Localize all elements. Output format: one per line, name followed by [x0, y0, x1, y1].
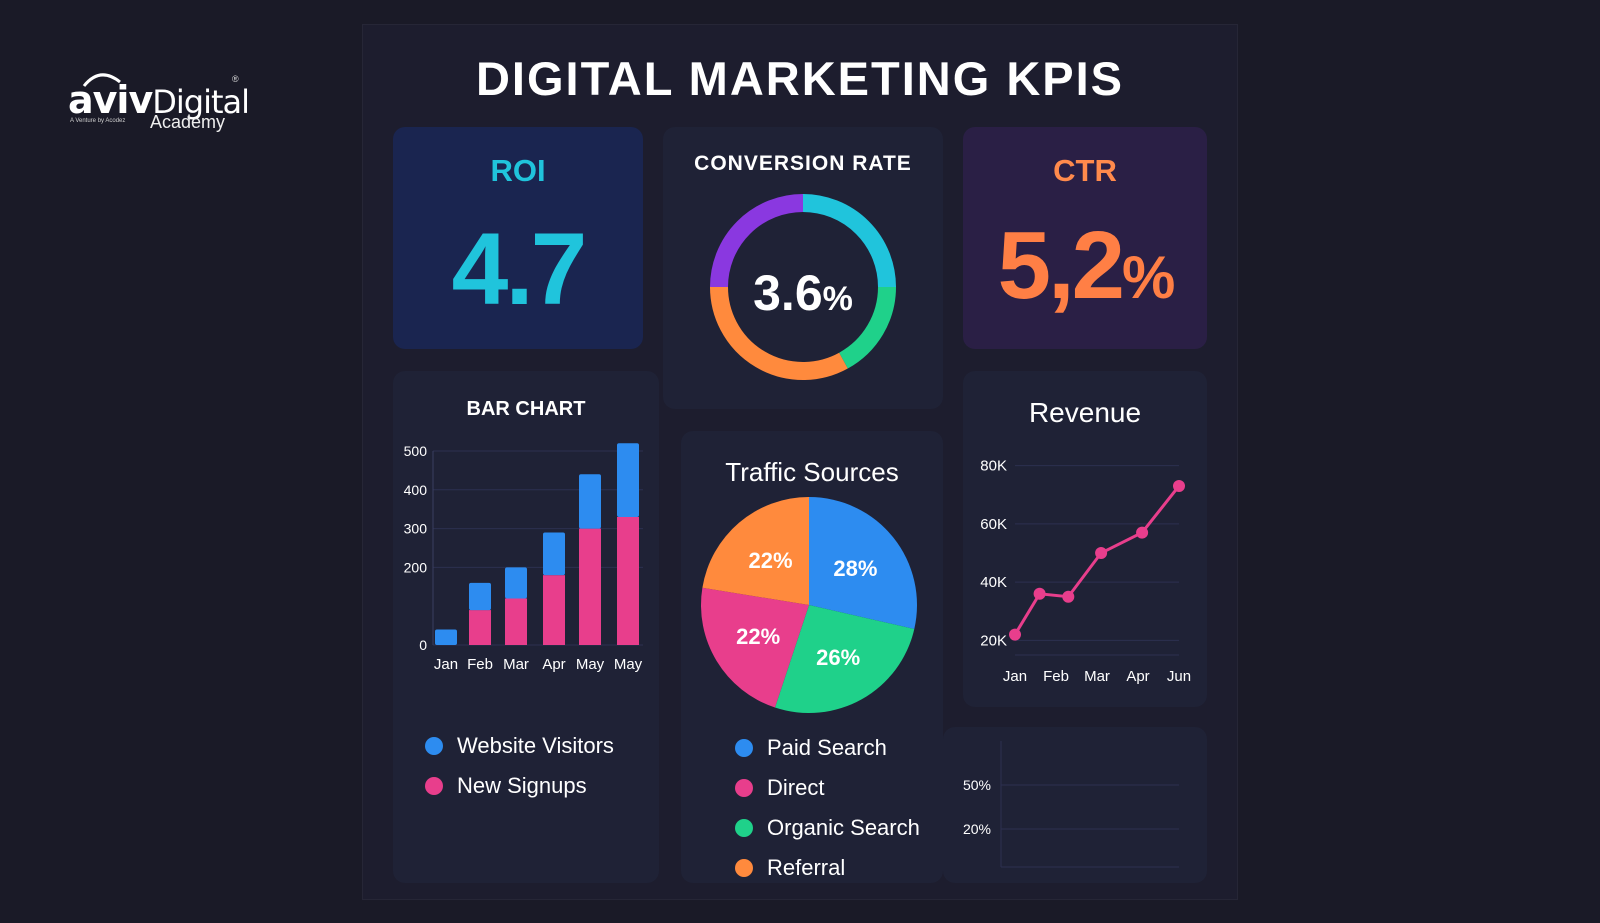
y-tick-label: 40K [980, 574, 1007, 591]
x-tick-label: Feb [1043, 668, 1069, 685]
ctr-label: CTR [1053, 153, 1117, 188]
y-tick-label: 20% [963, 821, 991, 837]
legend-item-direct: Direct [735, 775, 920, 801]
pie-slice-paid-search [809, 497, 917, 630]
bar-website-visitors [579, 474, 601, 529]
roi-card[interactable]: ROI 4.7 [393, 127, 643, 349]
bar-chart-legend: Website Visitors New Signups [425, 733, 614, 813]
legend-item-paid-search: Paid Search [735, 735, 920, 761]
donut-segment-orange [710, 286, 848, 380]
revenue-point [1033, 587, 1046, 600]
revenue-card[interactable]: Revenue 80K 60K 40K 20K Jan Feb Mar Apr Jun [963, 371, 1207, 707]
y-tick-label: 60K [980, 516, 1007, 533]
x-tick-label: Jun [1167, 668, 1191, 685]
legend-dot-icon [735, 779, 753, 797]
bar-chart: 500 400 300 200 0 Jan Feb Mar Apr May May [404, 443, 643, 673]
percentage-chart-card[interactable]: 50% 20% [943, 727, 1207, 883]
revenue-point [1095, 547, 1108, 559]
bar-website-visitors [469, 582, 491, 611]
logo-swoosh-icon [82, 73, 121, 87]
legend-dot-icon [735, 819, 753, 837]
y-tick-label: 80K [980, 458, 1007, 475]
legend-dot-icon [425, 737, 443, 755]
pie-slice-label: 22% [748, 548, 792, 573]
traffic-legend: Paid Search Direct Organic Search Referr… [735, 735, 920, 895]
revenue-title: Revenue [1028, 397, 1142, 428]
legend-dot-icon [735, 739, 753, 757]
y-tick-label: 0 [419, 637, 427, 653]
legend-item-website-visitors: Website Visitors [425, 733, 614, 759]
donut-segment-green [838, 286, 896, 369]
traffic-sources-title: Traffic Sources [725, 457, 899, 487]
y-tick-label: 200 [404, 559, 428, 575]
bar-chart-card[interactable]: BAR CHART 500 400 300 200 0 Jan Feb Mar Apr May Ma… [393, 371, 659, 883]
revenue-line-chart: 80K 60K 40K 20K Jan Feb Mar Apr Jun [980, 458, 1191, 685]
y-tick-label: 20K [980, 632, 1007, 649]
x-tick-label: Apr [542, 656, 565, 673]
traffic-pie-chart: 28% 26% 22% 22% [701, 497, 917, 713]
bar-new-signups [543, 575, 565, 645]
pie-slice-direct [701, 587, 809, 708]
revenue-point [1136, 526, 1149, 539]
x-tick-label: Apr [1126, 668, 1149, 685]
ctr-card[interactable]: CTR 5,2% [963, 127, 1207, 349]
brand-logo[interactable]: avivDigital ® A Venture by Acodez Academ… [68, 64, 258, 144]
y-tick-label: 50% [963, 777, 991, 793]
pie-slice-referral [702, 497, 809, 605]
pie-slice-organic-search [774, 605, 915, 713]
pie-slice-label: 28% [833, 556, 877, 581]
bar-website-visitors [435, 629, 457, 645]
bar-new-signups [469, 610, 491, 645]
revenue-point [1173, 479, 1185, 492]
bar-new-signups [505, 598, 527, 645]
x-tick-label: May [576, 656, 605, 673]
revenue-point [1062, 590, 1075, 603]
x-tick-label: May [614, 656, 643, 673]
pie-slice-label: 22% [736, 624, 780, 649]
y-tick-label: 500 [404, 443, 428, 459]
bar-website-visitors [543, 532, 565, 576]
revenue-line [1013, 485, 1181, 636]
bar-new-signups [617, 516, 639, 645]
logo-tagline: A Venture by Acodez [70, 118, 126, 124]
x-tick-label: Feb [467, 656, 493, 673]
x-tick-label: Jan [434, 656, 458, 673]
bar-new-signups [579, 528, 601, 645]
roi-value: 4.7 [451, 212, 588, 326]
registered-mark: ® [232, 74, 239, 84]
dashboard-title: DIGITAL MARKETING KPIS [475, 52, 1125, 105]
pie-slice-label: 26% [816, 645, 860, 670]
conversion-donut [710, 194, 896, 380]
kpi-dashboard: DIGITAL MARKETING KPIS ROI 4.7 CONVERSIO… [362, 24, 1238, 900]
ctr-value: 5,2% [997, 212, 1176, 319]
percentage-chart: 50% 20% [963, 741, 1179, 868]
legend-dot-icon [735, 859, 753, 877]
donut-segment-purple [710, 194, 804, 288]
bar-website-visitors [505, 567, 527, 599]
x-tick-label: Jan [1003, 668, 1027, 685]
legend-item-referral: Referral [735, 855, 920, 881]
x-tick-label: Mar [1084, 668, 1110, 685]
donut-segment-cyan [802, 194, 896, 288]
conversion-rate-label: CONVERSION RATE [694, 152, 912, 175]
legend-dot-icon [425, 777, 443, 795]
logo-academy: Academy [150, 112, 226, 132]
y-tick-label: 400 [404, 482, 428, 498]
legend-item-new-signups: New Signups [425, 773, 614, 799]
revenue-point [1009, 628, 1021, 641]
y-tick-label: 300 [404, 521, 428, 537]
conversion-rate-value: 3.6% [753, 265, 853, 321]
conversion-rate-card[interactable]: CONVERSION RATE 3.6% [663, 127, 943, 409]
legend-item-organic-search: Organic Search [735, 815, 920, 841]
roi-label: ROI [490, 153, 546, 188]
bar-website-visitors [617, 443, 639, 517]
bar-chart-title: BAR CHART [466, 398, 586, 420]
logo-wordmark: avivDigital [68, 78, 250, 122]
traffic-sources-card[interactable]: Traffic Sources 28% 26% 22% 22% Paid Search… [681, 431, 943, 883]
x-tick-label: Mar [503, 656, 529, 673]
